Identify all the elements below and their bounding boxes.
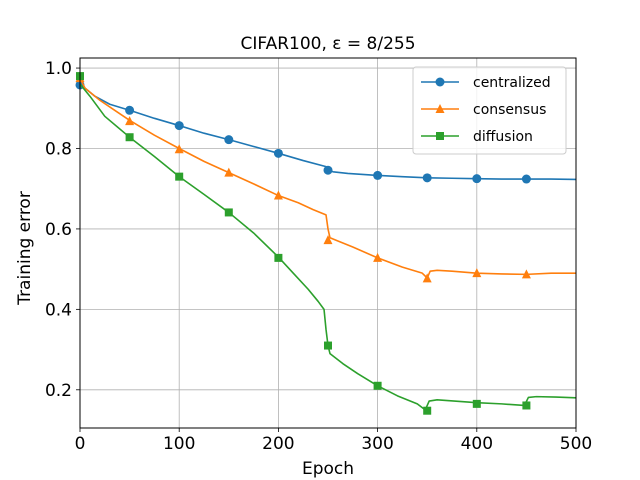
data-point-consensus — [323, 235, 333, 245]
data-point-centralized — [373, 170, 383, 180]
data-point-consensus — [422, 273, 432, 283]
y-tick-label: 0.2 — [45, 381, 72, 401]
data-point-centralized — [273, 148, 283, 158]
x-tick-label: 400 — [461, 434, 493, 454]
legend-marker-consensus — [435, 104, 445, 113]
y-axis-label: Training error — [15, 191, 35, 306]
data-point-centralized — [472, 174, 482, 184]
data-point-diffusion — [423, 406, 432, 415]
x-tick-label: 200 — [262, 434, 294, 454]
data-point-diffusion — [175, 172, 184, 181]
y-tick-label: 0.4 — [45, 300, 72, 320]
data-point-consensus — [472, 268, 482, 278]
data-point-centralized — [521, 174, 531, 184]
ticks: 0 100 200 300 400 500 0.2 0.4 0.6 0.8 1.0 — [45, 59, 592, 454]
x-tick-label: 500 — [560, 434, 592, 454]
legend-marker-centralized — [435, 77, 445, 87]
data-point-diffusion — [274, 253, 283, 262]
data-point-diffusion — [125, 133, 134, 142]
data-point-consensus — [125, 116, 135, 126]
data-point-consensus — [373, 252, 383, 262]
series-layer — [75, 72, 577, 415]
data-point-consensus — [174, 144, 184, 154]
x-axis-label: Epoch — [302, 459, 354, 479]
x-tick-label: 300 — [361, 434, 393, 454]
series-line-diffusion — [79, 83, 577, 411]
data-point-diffusion — [373, 381, 382, 390]
y-tick-label: 0.6 — [45, 220, 72, 240]
data-point-consensus — [224, 167, 234, 177]
legend: centralized consensus diffusion — [412, 66, 567, 155]
legend-label-centralized: centralized — [473, 75, 551, 91]
series-diffusion — [76, 72, 577, 415]
series-line-consensus — [79, 77, 576, 279]
x-tick-label: 100 — [163, 434, 195, 454]
data-point-centralized — [323, 165, 333, 175]
data-point-diffusion — [324, 341, 332, 350]
chart-title: CIFAR100, ε = 8/255 — [240, 34, 415, 54]
data-point-centralized — [224, 135, 234, 145]
data-point-centralized — [174, 121, 184, 131]
axes-frame — [79, 57, 577, 429]
y-tick-label: 1.0 — [45, 59, 72, 79]
data-point-consensus — [273, 190, 283, 200]
data-point-consensus — [521, 269, 531, 279]
data-point-diffusion — [224, 208, 233, 217]
legend-marker-diffusion — [436, 132, 444, 140]
data-point-centralized — [125, 105, 135, 115]
legend-label-diffusion: diffusion — [473, 129, 533, 145]
data-point-diffusion — [522, 401, 531, 410]
x-tick-label: 0 — [75, 434, 86, 454]
legend-box — [412, 66, 567, 155]
data-point-diffusion — [472, 399, 481, 408]
data-point-centralized — [422, 173, 432, 183]
legend-label-consensus: consensus — [473, 102, 546, 118]
y-tick-label: 0.8 — [45, 139, 72, 159]
series-centralized — [75, 79, 577, 184]
